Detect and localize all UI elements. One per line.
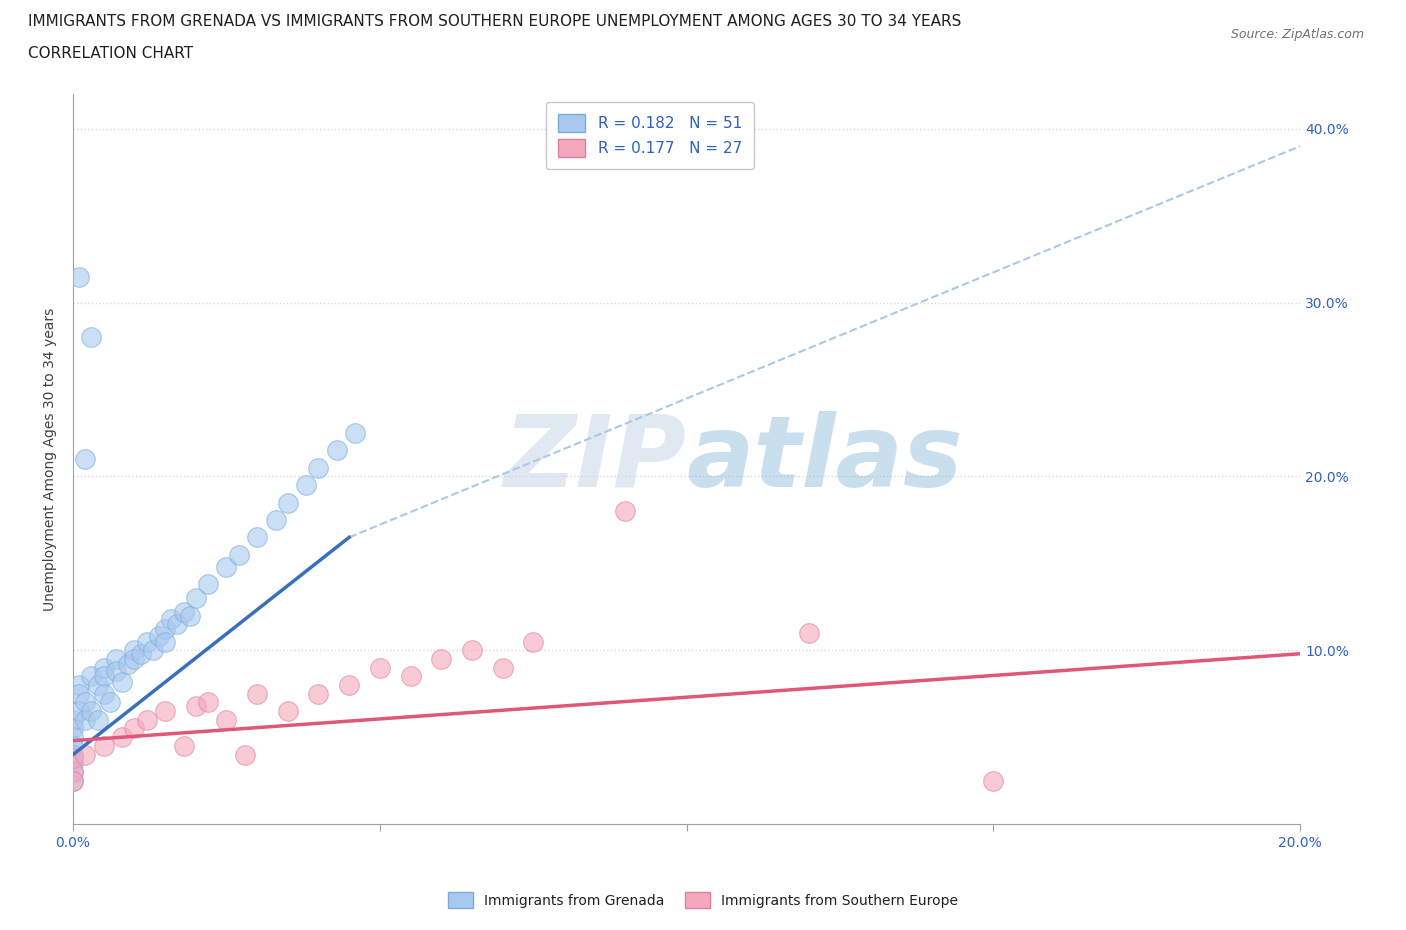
Point bbox=[62, 721, 84, 736]
Point bbox=[264, 512, 287, 527]
Point bbox=[105, 652, 128, 667]
Y-axis label: Unemployment Among Ages 30 to 34 years: Unemployment Among Ages 30 to 34 years bbox=[44, 308, 58, 611]
Point bbox=[67, 269, 90, 284]
Point bbox=[75, 695, 97, 710]
Point bbox=[129, 646, 152, 661]
Point bbox=[93, 669, 115, 684]
Point bbox=[173, 604, 195, 619]
Point bbox=[215, 560, 238, 575]
Text: Source: ZipAtlas.com: Source: ZipAtlas.com bbox=[1230, 28, 1364, 41]
Point bbox=[277, 495, 299, 510]
Point bbox=[135, 634, 157, 649]
Point bbox=[368, 660, 391, 675]
Point bbox=[124, 652, 146, 667]
Point bbox=[184, 698, 207, 713]
Point bbox=[337, 678, 360, 693]
Text: CORRELATION CHART: CORRELATION CHART bbox=[28, 46, 193, 61]
Point bbox=[111, 674, 134, 689]
Point bbox=[228, 547, 250, 562]
Point bbox=[67, 686, 90, 701]
Point bbox=[62, 756, 84, 771]
Point bbox=[399, 669, 422, 684]
Point bbox=[326, 443, 349, 458]
Text: atlas: atlas bbox=[686, 410, 963, 508]
Point bbox=[62, 751, 84, 765]
Point bbox=[461, 643, 484, 658]
Point bbox=[62, 738, 84, 753]
Point bbox=[62, 764, 84, 779]
Point bbox=[142, 643, 165, 658]
Point bbox=[75, 747, 97, 762]
Point bbox=[62, 773, 84, 788]
Point bbox=[80, 330, 103, 345]
Point bbox=[430, 652, 453, 667]
Point bbox=[173, 738, 195, 753]
Point bbox=[105, 664, 128, 679]
Point bbox=[62, 712, 84, 727]
Point bbox=[80, 704, 103, 719]
Point bbox=[124, 643, 146, 658]
Point bbox=[491, 660, 513, 675]
Point bbox=[614, 504, 637, 519]
Point bbox=[160, 612, 183, 627]
Point bbox=[98, 695, 121, 710]
Point bbox=[197, 577, 219, 591]
Point bbox=[153, 704, 176, 719]
Point bbox=[67, 704, 90, 719]
Legend: Immigrants from Grenada, Immigrants from Southern Europe: Immigrants from Grenada, Immigrants from… bbox=[443, 886, 963, 914]
Text: IMMIGRANTS FROM GRENADA VS IMMIGRANTS FROM SOUTHERN EUROPE UNEMPLOYMENT AMONG AG: IMMIGRANTS FROM GRENADA VS IMMIGRANTS FR… bbox=[28, 14, 962, 29]
Point bbox=[117, 657, 139, 671]
Point bbox=[93, 660, 115, 675]
Text: ZIP: ZIP bbox=[503, 410, 686, 508]
Point bbox=[981, 773, 1004, 788]
Point bbox=[179, 608, 201, 623]
Point bbox=[215, 712, 238, 727]
Point bbox=[80, 669, 103, 684]
Point bbox=[153, 634, 176, 649]
Point bbox=[246, 686, 269, 701]
Point bbox=[166, 617, 188, 631]
Point bbox=[344, 426, 367, 441]
Point bbox=[799, 626, 821, 641]
Point bbox=[233, 747, 256, 762]
Point bbox=[184, 591, 207, 605]
Point bbox=[295, 478, 318, 493]
Point bbox=[197, 695, 219, 710]
Point bbox=[62, 747, 84, 762]
Point bbox=[153, 622, 176, 637]
Point bbox=[522, 634, 544, 649]
Point bbox=[308, 686, 330, 701]
Point bbox=[277, 704, 299, 719]
Point bbox=[75, 452, 97, 467]
Legend: R = 0.182   N = 51, R = 0.177   N = 27: R = 0.182 N = 51, R = 0.177 N = 27 bbox=[546, 101, 754, 169]
Point bbox=[124, 721, 146, 736]
Point bbox=[111, 730, 134, 745]
Point bbox=[62, 773, 84, 788]
Point bbox=[93, 686, 115, 701]
Point bbox=[75, 712, 97, 727]
Point bbox=[93, 738, 115, 753]
Point bbox=[148, 629, 170, 644]
Point bbox=[62, 764, 84, 779]
Point bbox=[67, 678, 90, 693]
Point bbox=[62, 730, 84, 745]
Point bbox=[246, 530, 269, 545]
Point bbox=[135, 712, 157, 727]
Point bbox=[86, 678, 108, 693]
Point bbox=[308, 460, 330, 475]
Point bbox=[86, 712, 108, 727]
